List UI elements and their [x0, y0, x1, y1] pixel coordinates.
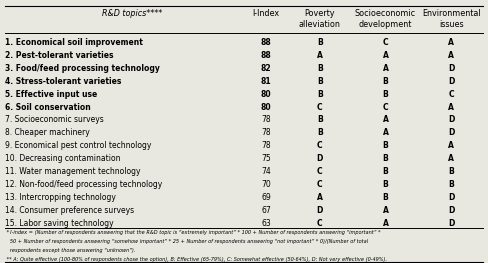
- Text: D: D: [448, 219, 455, 227]
- Text: 4. Stress-tolerant varieties: 4. Stress-tolerant varieties: [5, 77, 121, 86]
- Text: D: D: [448, 64, 455, 73]
- Text: I-Index: I-Index: [252, 9, 280, 18]
- Text: B: B: [448, 167, 454, 176]
- Text: A: A: [383, 51, 388, 60]
- Text: C: C: [317, 103, 323, 112]
- Text: D: D: [448, 193, 455, 202]
- Text: A: A: [448, 141, 454, 150]
- Text: 63: 63: [261, 219, 271, 227]
- Text: B: B: [383, 180, 388, 189]
- Text: B: B: [383, 193, 388, 202]
- Text: D: D: [316, 154, 323, 163]
- Text: 7. Socioeconomic surveys: 7. Socioeconomic surveys: [5, 115, 103, 124]
- Text: C: C: [317, 141, 323, 150]
- Text: respondents except those answering “unknown”).: respondents except those answering “unkn…: [5, 248, 135, 253]
- Text: A: A: [448, 51, 454, 60]
- Text: 78: 78: [261, 128, 271, 137]
- Text: B: B: [317, 128, 323, 137]
- Text: D: D: [316, 206, 323, 215]
- Text: 88: 88: [261, 38, 271, 47]
- Text: A: A: [317, 193, 323, 202]
- Text: D: D: [448, 206, 455, 215]
- Text: 14. Consumer preference surveys: 14. Consumer preference surveys: [5, 206, 134, 215]
- Text: C: C: [383, 103, 388, 112]
- Text: Poverty
alleviation: Poverty alleviation: [299, 9, 341, 29]
- Text: 75: 75: [261, 154, 271, 163]
- Text: 2. Pest-tolerant varieties: 2. Pest-tolerant varieties: [5, 51, 113, 60]
- Text: A: A: [383, 128, 388, 137]
- Text: 10. Decreasing contamination: 10. Decreasing contamination: [5, 154, 121, 163]
- Text: 8. Cheaper machinery: 8. Cheaper machinery: [5, 128, 90, 137]
- Text: 74: 74: [261, 167, 271, 176]
- Text: B: B: [317, 38, 323, 47]
- Text: 50 + Number of respondents answering “somehow important” * 25 + Number of respon: 50 + Number of respondents answering “so…: [5, 239, 368, 244]
- Text: B: B: [383, 90, 388, 99]
- Text: D: D: [448, 77, 455, 86]
- Text: 80: 80: [261, 103, 271, 112]
- Text: 5. Effective input use: 5. Effective input use: [5, 90, 97, 99]
- Text: B: B: [317, 90, 323, 99]
- Text: B: B: [317, 64, 323, 73]
- Text: 80: 80: [261, 90, 271, 99]
- Text: Socioeconomic
development: Socioeconomic development: [355, 9, 416, 29]
- Text: 82: 82: [261, 64, 271, 73]
- Text: ** A: Quite effective (100-80% of respondents chose the option), B: Effective (6: ** A: Quite effective (100-80% of respon…: [5, 257, 387, 262]
- Text: B: B: [317, 115, 323, 124]
- Text: 3. Food/feed processing technology: 3. Food/feed processing technology: [5, 64, 160, 73]
- Text: A: A: [317, 51, 323, 60]
- Text: A: A: [448, 38, 454, 47]
- Text: 9. Economical pest control technology: 9. Economical pest control technology: [5, 141, 151, 150]
- Text: A: A: [383, 206, 388, 215]
- Text: B: B: [383, 77, 388, 86]
- Text: B: B: [383, 154, 388, 163]
- Text: Environmental
issues: Environmental issues: [422, 9, 481, 29]
- Text: A: A: [383, 115, 388, 124]
- Text: 78: 78: [261, 141, 271, 150]
- Text: 78: 78: [261, 115, 271, 124]
- Text: B: B: [448, 180, 454, 189]
- Text: 69: 69: [261, 193, 271, 202]
- Text: 13. Intercropping technology: 13. Intercropping technology: [5, 193, 116, 202]
- Text: D: D: [448, 115, 455, 124]
- Text: 15. Labor saving technology: 15. Labor saving technology: [5, 219, 114, 227]
- Text: A: A: [383, 64, 388, 73]
- Text: C: C: [383, 38, 388, 47]
- Text: B: B: [383, 167, 388, 176]
- Text: 67: 67: [261, 206, 271, 215]
- Text: 6. Soil conservation: 6. Soil conservation: [5, 103, 91, 112]
- Text: 11. Water management technology: 11. Water management technology: [5, 167, 141, 176]
- Text: 88: 88: [261, 51, 271, 60]
- Text: 12. Non-food/feed processing technology: 12. Non-food/feed processing technology: [5, 180, 162, 189]
- Text: R&D topics****: R&D topics****: [102, 9, 162, 18]
- Text: A: A: [383, 219, 388, 227]
- Text: * I-index = (Number of respondents answering that the R&D topic is “extremely im: * I-index = (Number of respondents answe…: [5, 230, 380, 235]
- Text: 70: 70: [261, 180, 271, 189]
- Text: C: C: [317, 180, 323, 189]
- Text: 81: 81: [261, 77, 271, 86]
- Text: B: B: [383, 141, 388, 150]
- Text: B: B: [317, 77, 323, 86]
- Text: D: D: [448, 128, 455, 137]
- Text: 1. Economical soil improvement: 1. Economical soil improvement: [5, 38, 143, 47]
- Text: A: A: [448, 154, 454, 163]
- Text: A: A: [448, 103, 454, 112]
- Text: C: C: [448, 90, 454, 99]
- Text: C: C: [317, 219, 323, 227]
- Text: C: C: [317, 167, 323, 176]
